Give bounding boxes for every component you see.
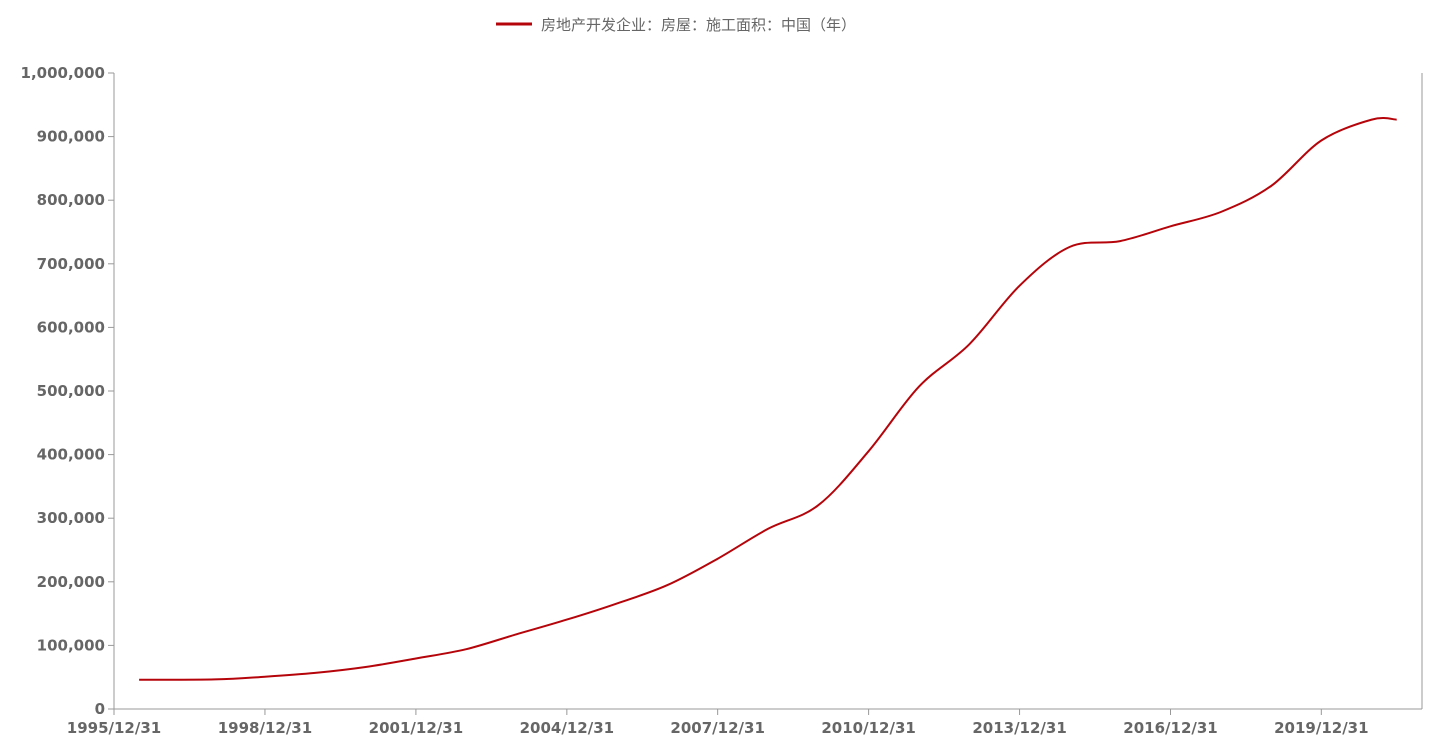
x-tick-label: 2016/12/31 <box>1123 719 1217 737</box>
legend-label: 房地产开发企业：房屋：施工面积：中国（年） <box>541 16 856 34</box>
data-point[interactable] <box>312 670 318 676</box>
x-tick-label: 2007/12/31 <box>670 719 764 737</box>
data-point[interactable] <box>664 582 670 588</box>
data-point[interactable] <box>1268 183 1274 189</box>
data-point[interactable] <box>413 656 419 662</box>
y-tick-label: 400,000 <box>37 446 105 464</box>
data-point[interactable] <box>815 502 821 508</box>
x-tick-label: 2010/12/31 <box>821 719 915 737</box>
data-point[interactable] <box>1218 209 1224 215</box>
data-point[interactable] <box>262 674 268 680</box>
data-point[interactable] <box>463 646 469 652</box>
legend[interactable]: 房地产开发企业：房屋：施工面积：中国（年） <box>496 16 856 34</box>
data-point[interactable] <box>1017 283 1023 289</box>
y-tick-label: 300,000 <box>37 509 105 527</box>
y-tick-label: 0 <box>95 700 105 718</box>
data-point[interactable] <box>212 676 218 682</box>
x-tick-label: 2004/12/31 <box>520 719 614 737</box>
x-tick-label: 2001/12/31 <box>369 719 463 737</box>
y-tick-label: 1,000,000 <box>21 64 105 82</box>
data-point[interactable] <box>1117 238 1123 244</box>
y-tick-label: 500,000 <box>37 382 105 400</box>
x-tick-label: 1995/12/31 <box>67 719 161 737</box>
y-tick-label: 800,000 <box>37 191 105 209</box>
data-point[interactable] <box>1394 117 1400 123</box>
data-point[interactable] <box>1369 117 1375 123</box>
y-tick-label: 600,000 <box>37 318 105 336</box>
data-point[interactable] <box>614 600 620 606</box>
y-tick-label: 700,000 <box>37 255 105 273</box>
data-point[interactable] <box>916 384 922 390</box>
data-point[interactable] <box>1168 223 1174 229</box>
y-tick-label: 100,000 <box>37 636 105 654</box>
series-line <box>139 117 1397 681</box>
data-point[interactable] <box>363 664 369 670</box>
x-axis-ticks: 1995/12/31 1998/12/31 2001/12/31 2004/12/31… <box>67 709 1369 737</box>
data-point[interactable] <box>513 631 519 637</box>
data-point[interactable] <box>1067 244 1073 250</box>
y-axis-ticks: 0 100,000 200,000 300,000 400,000 500,000 600,… <box>21 64 114 718</box>
data-point[interactable] <box>136 677 142 683</box>
data-point[interactable] <box>765 526 771 532</box>
x-tick-label: 1998/12/31 <box>218 719 312 737</box>
y-tick-label: 900,000 <box>37 128 105 146</box>
data-points <box>136 117 1400 683</box>
data-point[interactable] <box>1318 138 1324 144</box>
x-tick-label: 2019/12/31 <box>1274 719 1368 737</box>
data-point[interactable] <box>715 556 721 562</box>
y-tick-label: 200,000 <box>37 573 105 591</box>
x-tick-label: 2013/12/31 <box>972 719 1066 737</box>
data-point[interactable] <box>866 448 872 454</box>
data-point[interactable] <box>966 341 972 347</box>
data-point[interactable] <box>564 617 570 623</box>
